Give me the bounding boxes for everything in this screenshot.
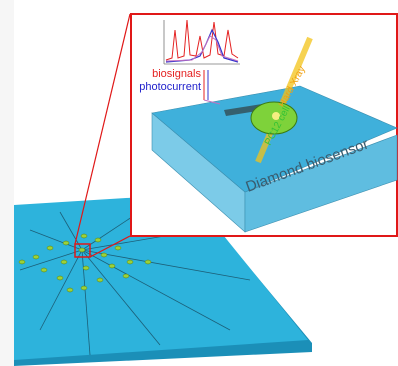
label: photocurrent: [139, 81, 201, 93]
label: biosignals: [152, 68, 201, 80]
illustration: biosignals photocurrent Hard Xray PC12 c…: [0, 0, 398, 366]
